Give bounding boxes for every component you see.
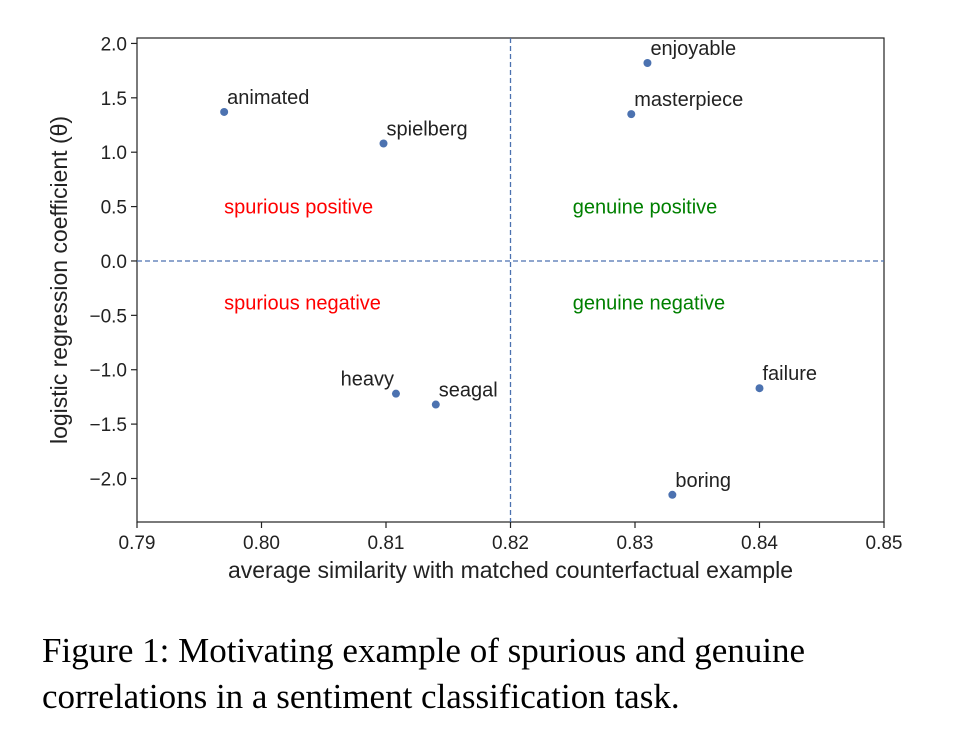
x-tick-label: 0.82 (492, 533, 529, 554)
y-tick-label: −2.0 (89, 469, 127, 490)
point-label: heavy (341, 369, 394, 391)
x-tick-label: 0.80 (243, 533, 280, 554)
scatter-chart: 0.79 0.80 0.81 0.82 0.83 0.84 0.85 2.0 1.5 1.0 0.5… (46, 34, 903, 583)
y-tick-label: −1.5 (89, 415, 127, 436)
data-point (431, 400, 440, 409)
data-point (668, 490, 677, 499)
region-label: spurious positive (224, 197, 373, 219)
point-label: spielberg (387, 119, 468, 141)
y-axis-label: logistic regression coefficient (θ) (46, 116, 72, 444)
y-tick-label: 1.0 (101, 143, 127, 164)
point-label: boring (675, 470, 731, 492)
point-label: animated (227, 87, 309, 109)
point-label: masterpiece (634, 89, 743, 111)
y-tick-label: 0.5 (101, 198, 127, 219)
x-tick-label: 0.79 (119, 533, 156, 554)
x-axis-label: average similarity with matched counterf… (228, 557, 793, 583)
data-point (627, 110, 636, 119)
y-tick-label: 0.0 (101, 252, 127, 273)
x-tick-label: 0.81 (368, 533, 405, 554)
region-label: spurious negative (224, 292, 381, 314)
x-tick-label: 0.83 (617, 533, 654, 554)
y-tick-label: −0.5 (89, 306, 127, 327)
x-tick-label: 0.85 (866, 533, 903, 554)
data-point (391, 389, 400, 398)
region-label: genuine positive (573, 197, 718, 219)
y-tick-label: 1.5 (101, 89, 127, 110)
x-tick-label: 0.84 (741, 533, 778, 554)
y-tick-label: −1.0 (89, 361, 127, 382)
region-label: genuine negative (573, 292, 725, 314)
data-point (755, 384, 764, 393)
data-point (220, 107, 229, 116)
y-tick-label: 2.0 (101, 34, 127, 55)
data-point (643, 59, 652, 68)
point-label: failure (763, 363, 817, 385)
data-point (379, 139, 388, 148)
point-label: enjoyable (650, 38, 736, 60)
point-label: seagal (439, 380, 498, 402)
figure-caption: Figure 1: Motivating example of spurious… (42, 631, 806, 716)
